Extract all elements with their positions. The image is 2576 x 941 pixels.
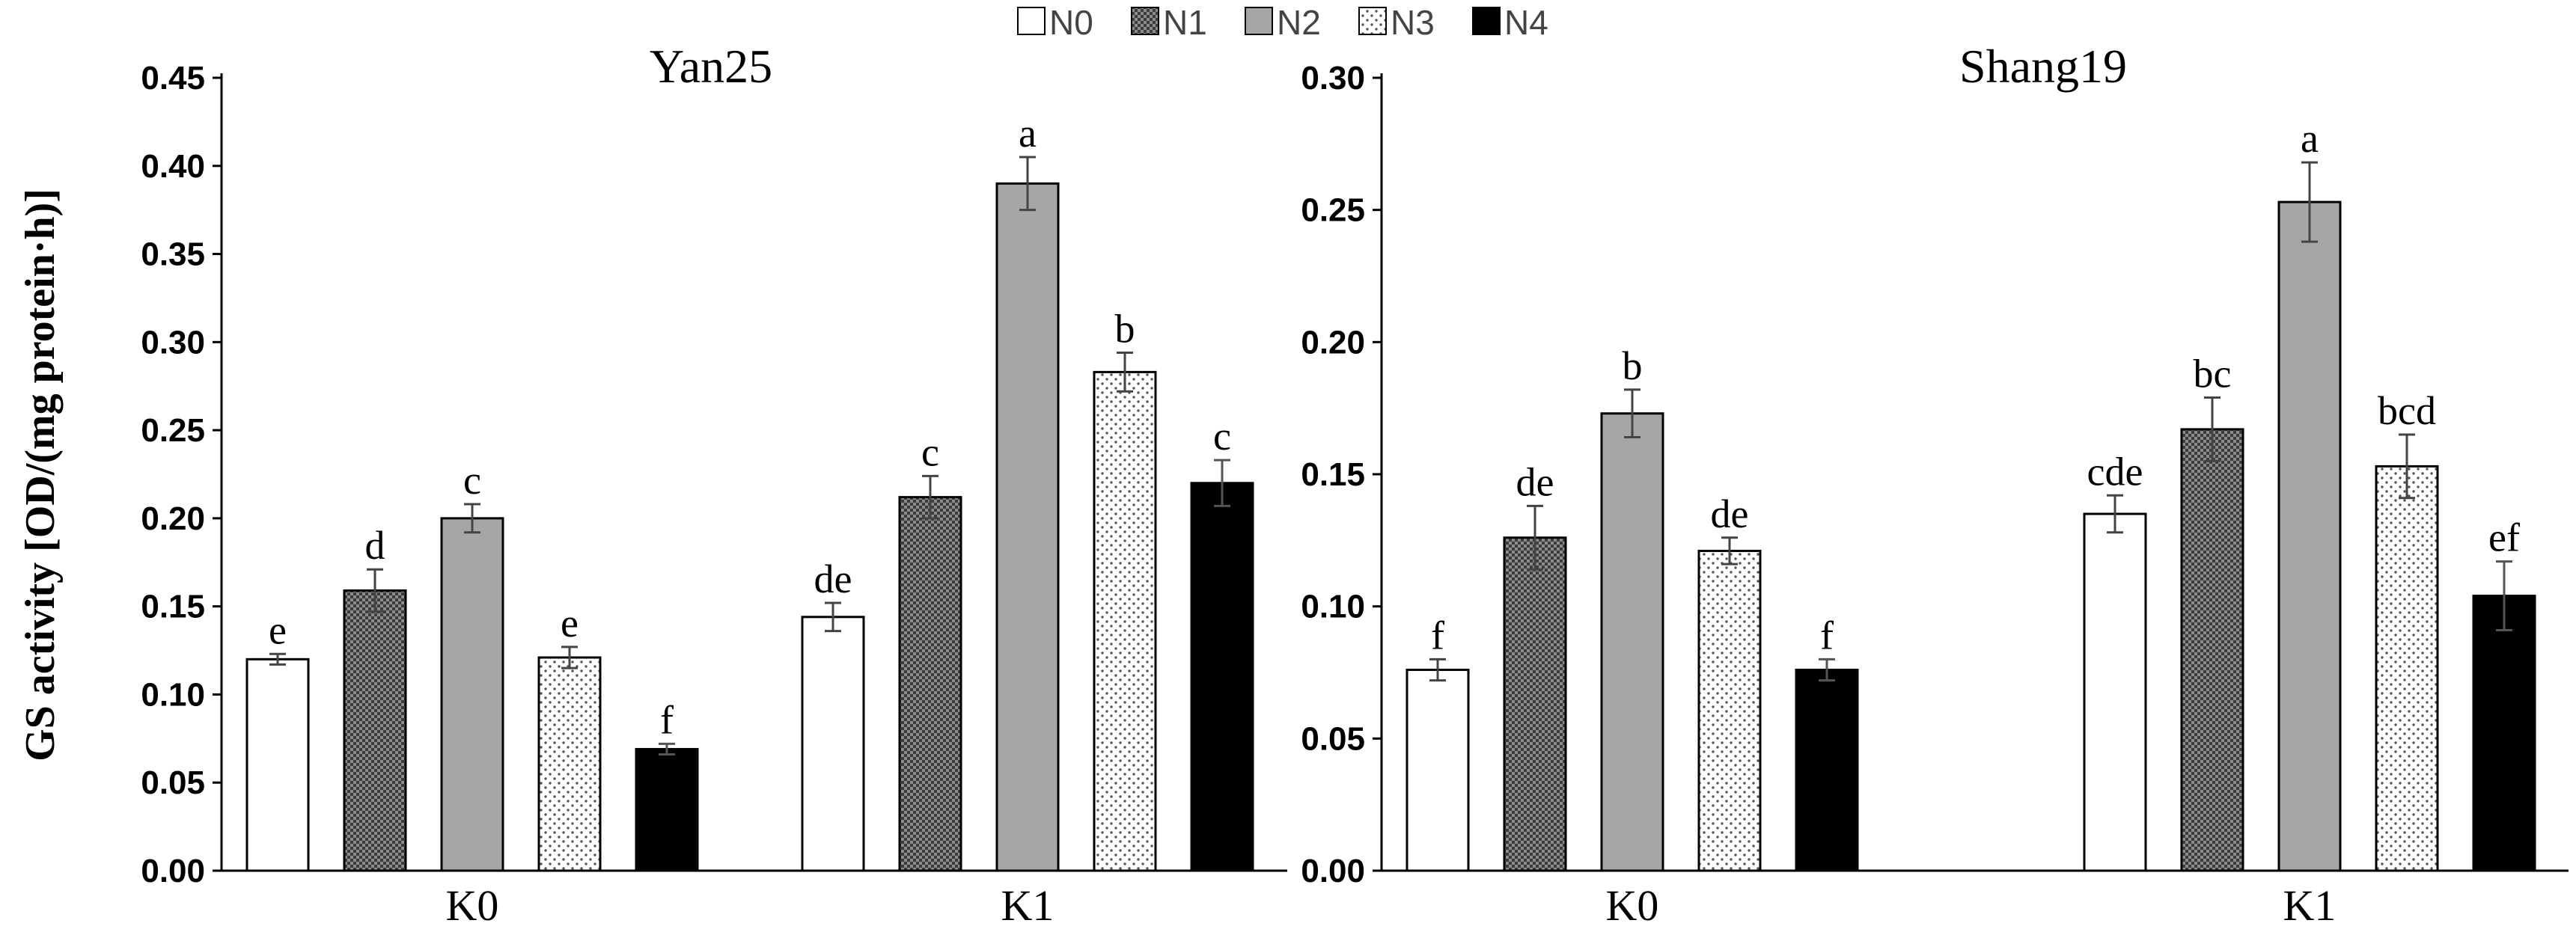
legend-label-n1: N1 [1163, 3, 1207, 42]
y-tick-label: 0.10 [1301, 589, 1365, 625]
legend-label-n4: N4 [1504, 3, 1548, 42]
legend-item-n2: N2 [1245, 3, 1321, 42]
significance-label: de [1516, 459, 1554, 504]
y-tick-label: 0.35 [141, 236, 205, 273]
bar-n1-k0 [343, 589, 407, 872]
significance-label: d [365, 523, 385, 568]
y-tick-label: 0.05 [141, 764, 205, 801]
legend-item-n1: N1 [1131, 3, 1207, 42]
bar-n0-k0 [1405, 668, 1470, 872]
significance-label: a [1019, 111, 1037, 156]
bar-n3-k0 [1697, 549, 1762, 872]
bar-n3-k0 [537, 656, 602, 872]
legend-label-n3: N3 [1391, 3, 1435, 42]
x-category-label: K1 [1001, 881, 1054, 930]
bar-n1-k0 [1503, 536, 1567, 872]
legend-label-n2: N2 [1277, 3, 1321, 42]
significance-label: e [561, 601, 579, 646]
chart-panel-shang19: Shang19 0.00 0.05 0.10 0.15 0.20 0.25 0.30 f de b d… [1301, 40, 2569, 930]
bar-n1-k1 [898, 496, 962, 872]
legend-label-n0: N0 [1049, 3, 1093, 42]
chart-panel-yan25: Yan25 0.00 0.05 0.10 0.15 0.20 0.25 0.30 0.35 0.4… [141, 40, 1287, 930]
significance-label: c [921, 429, 939, 474]
bar-n4-k0 [1795, 668, 1859, 872]
bar-n2-k0 [1600, 412, 1664, 872]
bar-n4-k1 [2472, 595, 2536, 872]
legend-item-n4: N4 [1472, 3, 1548, 42]
significance-label: b [1115, 306, 1135, 351]
bar-n4-k1 [1190, 482, 1254, 872]
bar-n0-k1 [801, 616, 865, 872]
bar-n1-k1 [2180, 428, 2244, 872]
y-tick-label: 0.15 [1301, 456, 1365, 493]
significance-label: f [1820, 613, 1834, 658]
y-tick-label: 0.45 [141, 60, 205, 96]
bar-n3-k1 [1093, 370, 1157, 872]
y-tick-label: 0.25 [141, 412, 205, 449]
legend-item-n0: N0 [1017, 3, 1093, 42]
bar-n2-k1 [2277, 200, 2342, 872]
bar-n2-k0 [440, 517, 504, 872]
significance-label: f [1431, 613, 1444, 658]
significance-label: ef [2488, 515, 2520, 560]
legend: N0 N1 N2 N3 N4 [1017, 3, 1548, 42]
bar-n0-k1 [2083, 512, 2147, 872]
significance-label: de [1711, 491, 1749, 536]
y-tick-label: 0.20 [141, 500, 205, 537]
bar-n2-k1 [995, 182, 1060, 872]
significance-label: de [814, 557, 852, 601]
y-tick-label: 0.15 [141, 589, 205, 625]
significance-label: c [463, 458, 481, 503]
significance-label: c [1213, 414, 1231, 459]
bar-n3-k1 [2375, 465, 2439, 872]
significance-label: f [660, 697, 674, 742]
y-axis-label: GS activity [OD/(mg protein·h)] [17, 188, 64, 761]
y-tick-label: 0.05 [1301, 720, 1365, 757]
significance-label: e [269, 607, 287, 652]
x-category-label: K0 [446, 881, 499, 930]
significance-label: cde [2087, 449, 2143, 494]
y-tick-label: 0.20 [1301, 324, 1365, 361]
significance-label: bcd [2378, 388, 2436, 433]
y-tick-label: 0.00 [141, 853, 205, 889]
significance-label: b [1623, 343, 1643, 388]
chart-title: Shang19 [1959, 40, 2127, 93]
y-tick-label: 0.30 [1301, 60, 1365, 96]
bar-n0-k0 [245, 658, 310, 872]
significance-label: a [2301, 116, 2319, 161]
bar-n4-k0 [635, 747, 699, 872]
x-category-label: K0 [1606, 881, 1659, 930]
y-tick-label: 0.10 [141, 676, 205, 713]
chart-title: Yan25 [650, 40, 772, 93]
y-tick-label: 0.30 [141, 324, 205, 361]
y-tick-label: 0.25 [1301, 192, 1365, 229]
significance-label: bc [2194, 352, 2232, 396]
x-category-label: K1 [2283, 881, 2337, 930]
y-tick-label: 0.00 [1301, 853, 1365, 889]
y-tick-label: 0.40 [141, 148, 205, 185]
legend-item-n3: N3 [1358, 3, 1435, 42]
